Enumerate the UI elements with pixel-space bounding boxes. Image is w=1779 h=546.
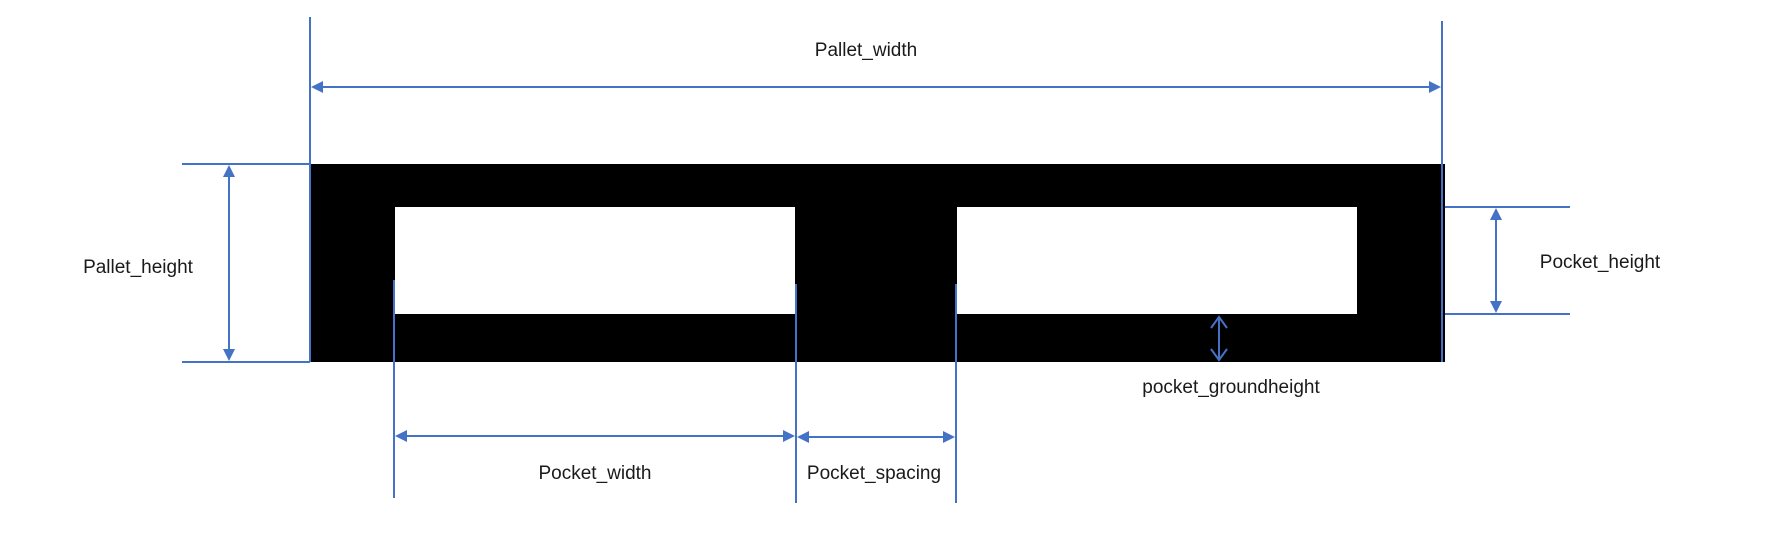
pocket-height-arrow-bottom: [1490, 301, 1502, 313]
pocket-spacing-label: Pocket_spacing: [807, 463, 941, 484]
pocket-groundheight-label: pocket_groundheight: [1142, 377, 1320, 398]
pallet-height-arrow-bottom: [223, 349, 235, 361]
pallet-width-label: Pallet_width: [815, 40, 917, 61]
pocket-height-label: Pocket_height: [1540, 252, 1661, 273]
pocket-spacing-arrow-left: [797, 431, 809, 443]
pocket-left: [395, 207, 795, 314]
pallet-width-arrow-left: [311, 81, 323, 93]
pocket-height-arrow-top: [1490, 208, 1502, 220]
pallet-height-arrow-top: [223, 165, 235, 177]
pocket-width-arrow-left: [395, 430, 407, 442]
pallet-height-label: Pallet_height: [83, 257, 194, 278]
pocket-width-label: Pocket_width: [538, 463, 651, 484]
pocket-spacing-arrow-right: [943, 431, 955, 443]
pallet-width-arrow-right: [1429, 81, 1441, 93]
pocket-width-arrow-right: [783, 430, 795, 442]
pocket-groundheight-arrow-bottom: [1210, 348, 1228, 362]
pocket-right: [957, 207, 1357, 314]
pocket-groundheight-arrow-top: [1210, 315, 1228, 329]
